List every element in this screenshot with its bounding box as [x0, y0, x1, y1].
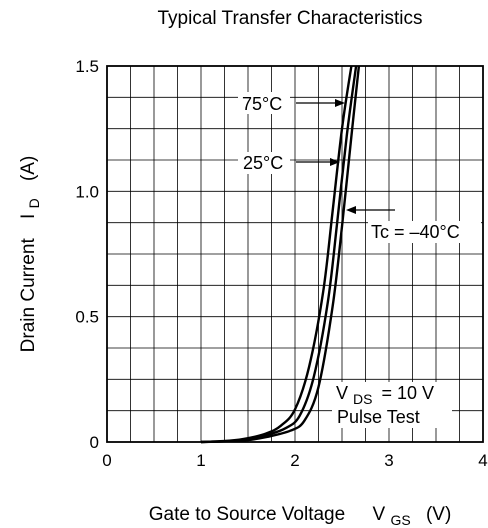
- grid: [107, 66, 483, 442]
- vds-condition: V DS = 10 V: [336, 383, 434, 408]
- x-axis-unit: (V): [426, 504, 451, 525]
- y-tick-label: 0.5: [75, 308, 99, 327]
- conditions-bg: [332, 382, 452, 428]
- label-m40-bg: [368, 221, 481, 243]
- pulse-test-label: Pulse Test: [337, 407, 420, 427]
- x-axis-symbol-sub: GS: [390, 512, 410, 528]
- x-axis-symbol: V: [372, 504, 385, 525]
- vds-sub: DS: [353, 391, 372, 407]
- label-25-bg: [238, 152, 290, 174]
- curve-tc-40-c: [200, 65, 361, 444]
- x-tick-labels: 0 1 2 3 4: [102, 451, 487, 470]
- label-25c: 25°C: [243, 153, 283, 173]
- x-tick-label: 3: [384, 451, 393, 470]
- label-m40c: Tc = –40°C: [371, 222, 460, 242]
- plot-frame: [106, 65, 484, 443]
- chart-title: Typical Transfer Characteristics: [157, 8, 422, 29]
- y-axis-unit: (A): [18, 156, 39, 181]
- y-tick-label: 0: [90, 433, 99, 452]
- vds-symbol: V: [336, 383, 348, 403]
- label-75c: 75°C: [242, 94, 282, 114]
- x-tick-label: 4: [478, 451, 487, 470]
- vds-value: = 10 V: [382, 383, 435, 403]
- y-axis-symbol: I: [18, 214, 39, 219]
- y-tick-label: 1.0: [75, 182, 99, 201]
- x-axis-label-text: Gate to Source Voltage: [149, 504, 345, 525]
- x-tick-label: 2: [290, 451, 299, 470]
- y-axis-label: Drain Current I D (A): [18, 156, 44, 353]
- x-tick-label: 1: [196, 451, 205, 470]
- y-axis-symbol-sub: D: [26, 198, 42, 208]
- y-axis-label-text: Drain Current: [18, 238, 39, 353]
- arrow-m40c: [346, 206, 395, 214]
- x-axis-label: Gate to Source Voltage V GS (V): [149, 504, 452, 528]
- arrow-75c: [296, 99, 345, 107]
- label-75-bg: [238, 92, 290, 114]
- y-tick-label: 1.5: [75, 57, 99, 76]
- curves: [200, 65, 361, 444]
- x-tick-label: 0: [102, 451, 111, 470]
- arrow-25c: [296, 158, 340, 166]
- y-tick-labels: 0 0.5 1.0 1.5: [75, 57, 99, 452]
